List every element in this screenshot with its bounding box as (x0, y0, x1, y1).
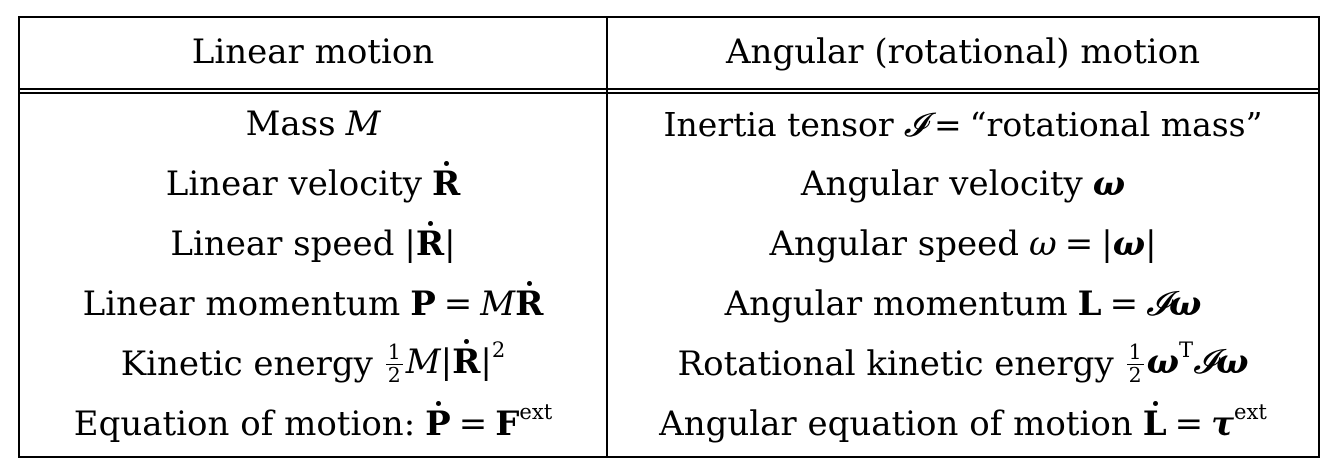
symbol-momentum-dot: P (425, 401, 451, 444)
cell-linear-momentum: Linear momentum P = MR (20, 274, 606, 334)
fraction-numerator: 1 (385, 340, 403, 365)
rotational-mass-text: “rotational mass” (969, 104, 1263, 144)
transpose-superscript: T (1179, 337, 1194, 363)
symbol-omega-vector: ω (1092, 164, 1126, 204)
cell-angular-momentum: Angular momentum L = 𝓘ω (608, 274, 1318, 334)
abs-bar-left: | (1101, 224, 1113, 264)
label-angular-speed: Angular speed (769, 224, 1019, 264)
header-rule-bottom (20, 92, 1318, 94)
equals-sign: = (1109, 284, 1139, 324)
symbol-inertia: 𝓘 (1193, 342, 1217, 382)
abs-bar-left: | (440, 342, 453, 382)
symbol-velocity: R (452, 339, 481, 382)
equals-sign: = (1174, 404, 1204, 444)
symbol-velocity: R (432, 161, 461, 204)
label-linear-momentum: Linear momentum (82, 284, 401, 324)
symbol-mass: M (405, 342, 441, 382)
symbol-force: F (495, 404, 520, 444)
symbol-omega-vector: ω (1112, 224, 1146, 264)
superscript-ext: ext (519, 399, 553, 425)
symbol-mass: M (345, 104, 381, 144)
symbol-velocity: R (415, 221, 445, 264)
header-angular-text: Angular (rotational) motion (726, 32, 1200, 72)
header-linear-motion: Linear motion (20, 18, 606, 86)
equals-sign: = (458, 404, 488, 444)
label-linear-speed: Linear speed (170, 224, 395, 264)
cell-angular-velocity: Angular velocity ω (608, 154, 1318, 214)
symbol-momentum: P (410, 284, 436, 324)
fraction-denominator: 2 (387, 362, 401, 387)
cell-linear-speed: Linear speed |R| (20, 214, 606, 274)
label-equation-of-motion: Equation of motion: (73, 404, 416, 444)
symbol-omega-vector: ω (1216, 342, 1249, 382)
header-angular-motion: Angular (rotational) motion (608, 18, 1318, 86)
equals-sign: = (934, 104, 962, 144)
label-kinetic-energy: Kinetic energy (120, 344, 373, 384)
label-mass: Mass (245, 104, 336, 144)
comparison-table: Linear motion Angular (rotational) motio… (18, 16, 1320, 458)
label-angular-velocity: Angular velocity (800, 164, 1083, 204)
header-rule-top (20, 88, 1318, 90)
label-angular-equation-of-motion: Angular equation of motion (659, 404, 1133, 444)
cell-rotational-kinetic-energy: Rotational kinetic energy 1 2 ωT𝓘ω (608, 334, 1318, 394)
symbol-angular-momentum-dot: L (1142, 401, 1167, 444)
cell-kinetic-energy: Kinetic energy 1 2 M|R|2 (20, 334, 606, 394)
equals-sign: = (443, 284, 473, 324)
symbol-velocity: R (515, 281, 544, 324)
symbol-inertia: 𝓘 (903, 104, 927, 144)
fraction-denominator: 2 (1128, 362, 1142, 387)
abs-bar-right: | (1145, 224, 1157, 264)
abs-bar-right: | (480, 342, 492, 382)
exponent-squared: 2 (491, 337, 506, 363)
equals-sign: = (1064, 224, 1094, 264)
label-rotational-kinetic-energy: Rotational kinetic energy (677, 344, 1114, 384)
abs-bar-right: | (444, 224, 456, 264)
cell-inertia-tensor: Inertia tensor 𝓘 = “rotational mass” (608, 94, 1318, 154)
symbol-inertia: 𝓘 (1146, 284, 1170, 324)
label-inertia-tensor: Inertia tensor (663, 104, 894, 144)
symbol-omega-vector: ω (1169, 284, 1202, 324)
cell-equation-of-motion: Equation of motion: P = Fext (20, 394, 606, 454)
label-linear-velocity: Linear velocity (165, 164, 422, 204)
symbol-torque: τ (1211, 404, 1234, 444)
cell-angular-speed: Angular speed ω = |ω| (608, 214, 1318, 274)
symbol-omega: ω (1029, 224, 1057, 264)
symbol-mass: M (480, 284, 516, 324)
abs-bar-left: | (404, 224, 416, 264)
cell-linear-velocity: Linear velocity R (20, 154, 606, 214)
symbol-angular-momentum: L (1077, 284, 1102, 324)
superscript-ext: ext (1234, 399, 1267, 425)
column-divider (606, 18, 608, 456)
fraction-numerator: 1 (1126, 340, 1144, 365)
label-angular-momentum: Angular momentum (724, 284, 1068, 324)
cell-mass: Mass M (20, 94, 606, 154)
cell-angular-equation-of-motion: Angular equation of motion L = τext (608, 394, 1318, 454)
symbol-omega-vector: ω (1146, 342, 1180, 382)
header-linear-text: Linear motion (191, 32, 435, 72)
